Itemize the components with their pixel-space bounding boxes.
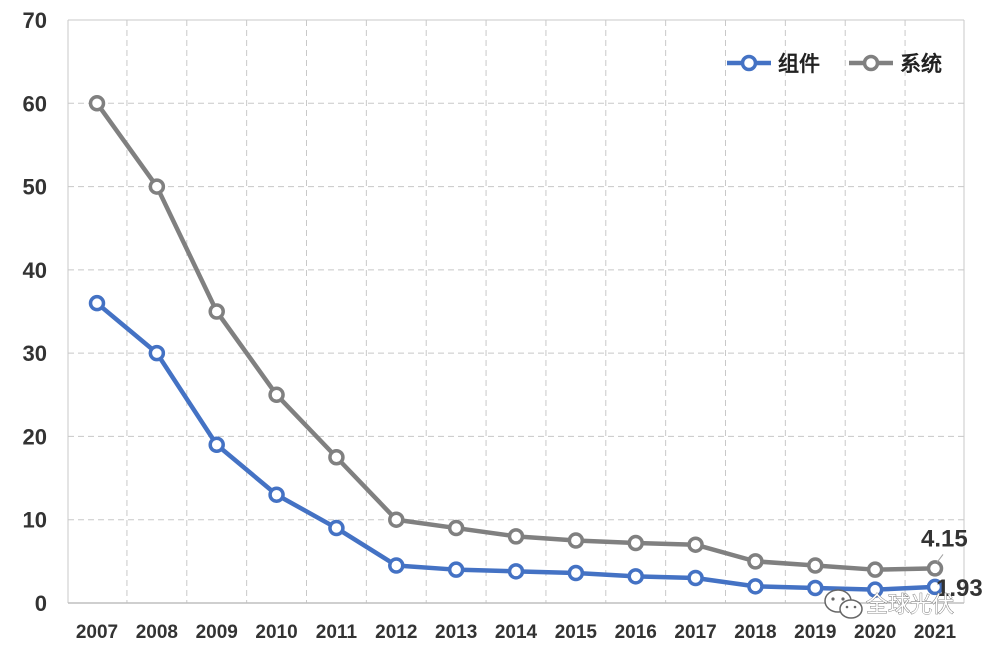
data-point <box>926 560 944 577</box>
data-point <box>926 578 944 596</box>
data-point <box>507 528 525 545</box>
data-point <box>567 564 585 582</box>
x-axis-ticks: 2007 2008 2009 2010 2011 2012 2013 2014 2015 2016… <box>76 622 957 643</box>
data-point <box>627 534 644 552</box>
data-labels: 4.15 1.93 <box>921 525 983 601</box>
series-layer <box>88 95 944 598</box>
data-point <box>687 536 704 553</box>
series-modules <box>88 294 944 598</box>
x-tick-label: 2011 <box>316 622 358 643</box>
series-systems <box>88 95 944 578</box>
data-label: 1.93 <box>936 575 983 602</box>
y-tick-label: 60 <box>23 91 47 116</box>
x-tick-label: 2019 <box>794 622 836 643</box>
data-point <box>866 581 884 598</box>
watermark: 全球光伏 <box>824 589 954 619</box>
data-point <box>687 569 704 587</box>
y-tick-label: 50 <box>23 175 47 200</box>
x-tick-label: 2020 <box>854 622 896 643</box>
y-tick-label: 40 <box>23 258 47 283</box>
data-label: 4.15 <box>921 525 968 552</box>
data-label-leader <box>936 554 944 563</box>
legend-swatch-marker <box>740 54 758 72</box>
legend: 组件 系统 <box>727 52 942 76</box>
data-point <box>447 561 465 578</box>
data-point <box>208 303 225 320</box>
x-tick-label: 2007 <box>76 622 118 643</box>
x-tick-label: 2014 <box>495 622 538 643</box>
legend-label: 组件 <box>778 52 820 76</box>
legend-swatch-marker <box>862 54 880 72</box>
y-tick-label: 70 <box>23 8 47 33</box>
data-point <box>208 436 225 454</box>
axes <box>67 19 965 604</box>
y-tick-label: 20 <box>23 424 47 449</box>
data-point <box>388 557 405 574</box>
watermark-text: 全球光伏 <box>866 593 954 618</box>
x-tick-label: 2010 <box>255 622 297 643</box>
series-line <box>94 101 938 572</box>
x-tick-label: 2008 <box>136 622 178 643</box>
data-point <box>807 557 824 574</box>
legend-item-systems: 系统 <box>849 52 942 76</box>
data-point <box>807 579 824 597</box>
x-tick-label: 2017 <box>674 622 716 643</box>
x-tick-label: 2021 <box>914 622 957 643</box>
data-point <box>747 553 764 570</box>
legend-item-modules: 组件 <box>727 52 820 76</box>
x-tick-label: 2009 <box>196 622 238 643</box>
x-tick-label: 2016 <box>615 622 657 643</box>
data-point <box>866 561 884 578</box>
x-tick-label: 2013 <box>435 622 477 643</box>
data-point <box>328 519 345 537</box>
y-tick-label: 30 <box>23 341 47 366</box>
data-point <box>148 178 166 195</box>
y-axis-ticks: 0 10 20 30 40 50 60 70 <box>23 8 47 616</box>
data-point <box>447 519 465 537</box>
grid-lines <box>68 19 964 603</box>
data-point <box>268 486 285 503</box>
data-point <box>567 532 585 549</box>
y-tick-label: 0 <box>35 591 47 616</box>
data-point <box>627 568 644 585</box>
y-tick-label: 10 <box>23 508 47 533</box>
data-point <box>148 344 166 362</box>
data-point <box>388 511 405 528</box>
wechat-icon <box>824 589 863 619</box>
data-point <box>88 95 106 112</box>
data-point <box>747 578 764 595</box>
data-point <box>88 294 106 312</box>
x-tick-label: 2018 <box>734 622 776 643</box>
legend-label: 系统 <box>900 52 942 76</box>
x-tick-label: 2015 <box>555 622 598 643</box>
data-point <box>328 449 345 466</box>
data-point <box>507 563 525 580</box>
data-point <box>268 386 285 404</box>
x-tick-label: 2012 <box>375 622 417 643</box>
